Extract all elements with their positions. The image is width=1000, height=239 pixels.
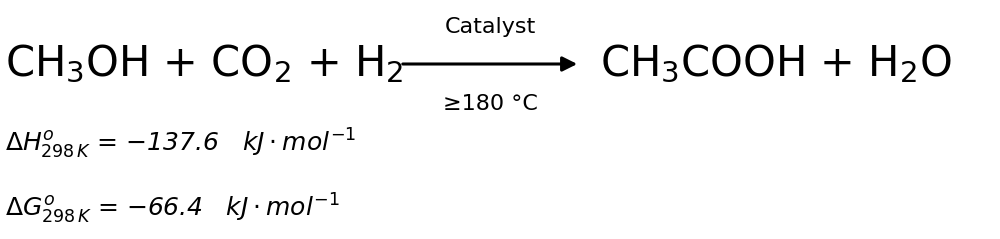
Text: CH$_3$COOH + H$_2$O: CH$_3$COOH + H$_2$O bbox=[600, 43, 952, 85]
Text: $\Delta H^{o}_{298\,K}$ = −137.6   $kJ\cdot mol^{-1}$: $\Delta H^{o}_{298\,K}$ = −137.6 $kJ\cdo… bbox=[5, 127, 356, 161]
Text: CH$_3$OH + CO$_2$ + H$_2$: CH$_3$OH + CO$_2$ + H$_2$ bbox=[5, 43, 403, 85]
Text: Catalyst: Catalyst bbox=[444, 17, 536, 37]
Text: $\Delta G^{o}_{298\,K}$ = −66.4   $kJ\cdot mol^{-1}$: $\Delta G^{o}_{298\,K}$ = −66.4 $kJ\cdot… bbox=[5, 192, 340, 226]
Text: ≥180 °C: ≥180 °C bbox=[443, 94, 537, 114]
